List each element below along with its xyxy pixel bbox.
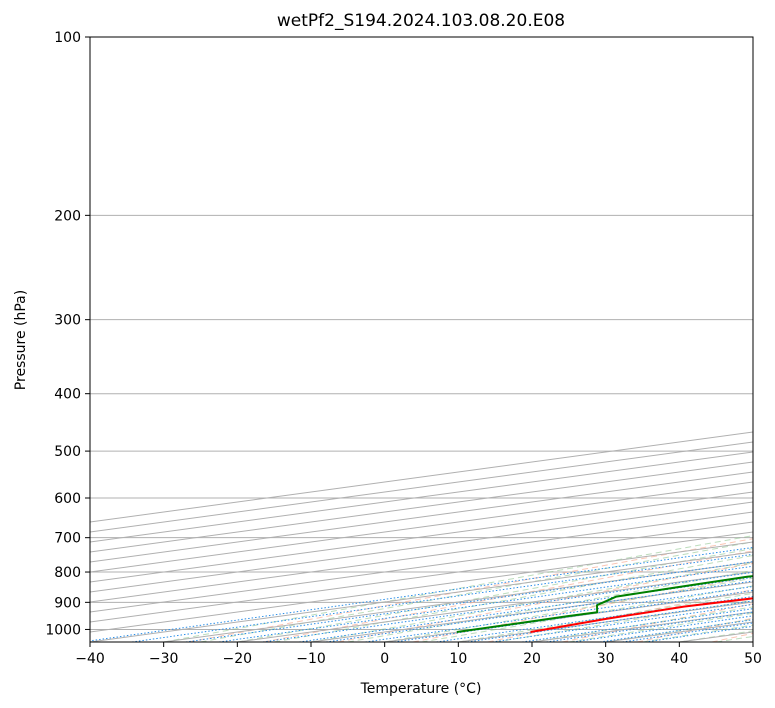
isotherm-line	[90, 481, 753, 573]
x-tick-label: −10	[296, 651, 326, 667]
dry-adiabat	[188, 538, 753, 642]
x-tick-label: −20	[223, 651, 253, 667]
isotherm-line	[90, 511, 753, 603]
plot-frame	[89, 36, 754, 643]
x-tick-label: 40	[670, 651, 688, 667]
y-tick-label: 400	[54, 387, 81, 403]
y-tick-label: 800	[54, 565, 81, 581]
isotherm-line	[90, 461, 753, 553]
isotherms	[90, 431, 753, 642]
dry-adiabat	[412, 575, 753, 642]
x-axis-title: Temperature (°C)	[360, 681, 482, 697]
y-tick-label: 100	[54, 30, 81, 46]
isotherm-line	[90, 521, 753, 613]
isotherm-line	[90, 451, 753, 543]
isotherm-line	[90, 531, 753, 623]
y-tick-label: 600	[54, 491, 81, 507]
mixing-ratio-line	[436, 596, 753, 642]
y-tick-label: 300	[54, 313, 81, 329]
y-tick-label: 700	[54, 531, 81, 547]
y-tick-label: 1000	[45, 622, 81, 638]
y-tick-label: 500	[54, 444, 81, 460]
moist-adiabat	[310, 562, 753, 642]
y-tick-label: 900	[54, 595, 81, 611]
x-tick-label: 10	[449, 651, 467, 667]
mixing-ratio-line	[365, 585, 753, 642]
isotherm-line	[90, 471, 753, 563]
x-tick-label: 50	[744, 651, 762, 667]
x-axis: −40 −30 −20 −10 0 10 20 30 40 50	[75, 642, 762, 667]
moist-adiabats	[163, 535, 753, 642]
moist-adiabat	[274, 555, 753, 642]
x-tick-label: −30	[149, 651, 179, 667]
mixing-ratio-line	[90, 546, 753, 642]
y-axis-title: Pressure (hPa)	[13, 290, 29, 390]
x-tick-label: 20	[523, 651, 541, 667]
y-axis: 1000 900 800 700 600 500 400 300 200 100	[45, 30, 90, 638]
moist-adiabat	[421, 585, 753, 642]
mixing-ratio-line	[467, 600, 753, 642]
y-tick-label: 200	[54, 208, 81, 224]
x-tick-label: −40	[75, 651, 105, 667]
pressure-gridlines	[90, 37, 753, 630]
mixing-ratio-line	[185, 561, 753, 642]
mixing-ratio-line	[131, 553, 753, 642]
chart-title: wetPf2_S194.2024.103.08.20.E08	[277, 11, 565, 31]
isotherm-line	[90, 501, 753, 593]
moist-adiabat	[495, 599, 753, 642]
isotherm-line	[90, 491, 753, 583]
x-tick-label: 0	[380, 651, 389, 667]
x-tick-label: 30	[597, 651, 615, 667]
